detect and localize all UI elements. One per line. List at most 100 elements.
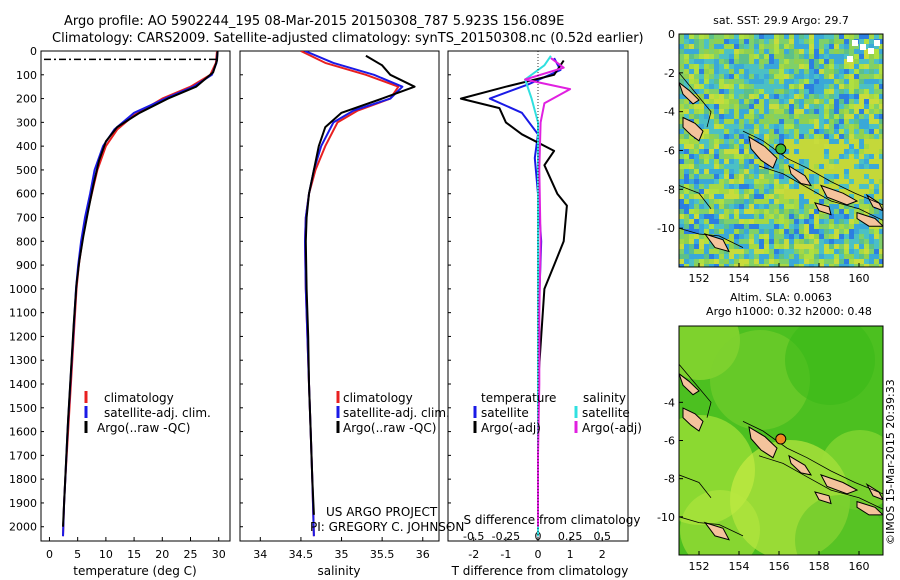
sst-pixel (729, 69, 734, 74)
sst-pixel (864, 149, 869, 154)
sst-pixel (824, 104, 829, 109)
sst-pixel (859, 124, 864, 129)
sst-pixel (824, 144, 829, 149)
sst-pixel (679, 124, 684, 129)
sst-pixel (869, 79, 874, 84)
sst-pixel (839, 239, 844, 244)
sst-pixel (749, 169, 754, 174)
sst-pixel (844, 59, 849, 64)
sst-pixel (824, 219, 829, 224)
sst-pixel (779, 179, 784, 184)
depth-tick-label: 0 (30, 45, 37, 58)
sst-pixel (814, 84, 819, 89)
sst-pixel (744, 134, 749, 139)
sst-pixel (859, 174, 864, 179)
sst-pixel (804, 164, 809, 169)
sst-pixel (814, 69, 819, 74)
sst-pixel (764, 224, 769, 229)
sst-pixel (869, 159, 874, 164)
sst-pixel (849, 34, 854, 39)
sst-pixel (739, 104, 744, 109)
sst-pixel (859, 234, 864, 239)
sst-pixel (819, 124, 824, 129)
sst-pixel (814, 154, 819, 159)
sst-pixel (879, 149, 883, 154)
sst-pixel (864, 204, 869, 209)
x2-tick-label: 0.25 (558, 530, 583, 543)
sst-pixel (794, 199, 799, 204)
depth-tick-label: 1000 (9, 283, 37, 296)
sst-pixel (804, 244, 809, 249)
sst-pixel (694, 249, 699, 254)
sst-pixel (769, 104, 774, 109)
sst-pixel (704, 114, 709, 119)
sst-pixel (779, 94, 784, 99)
sst-pixel (734, 239, 739, 244)
sst-pixel (814, 194, 819, 199)
sst-pixel (844, 144, 849, 149)
sst-pixel (724, 59, 729, 64)
sst-pixel (874, 174, 879, 179)
sst-pixel (754, 79, 759, 84)
sla-map-title1: Altim. SLA: 0.0063 (730, 291, 832, 304)
sst-pixel (734, 39, 739, 44)
depth-tick-label: 100 (16, 69, 37, 82)
sst-pixel (819, 104, 824, 109)
sst-pixel (789, 79, 794, 84)
sst-pixel (854, 49, 859, 54)
legend-label-argo: Argo(..raw -QC) (343, 421, 436, 435)
sst-pixel (684, 129, 689, 134)
sst-pixel (719, 179, 724, 184)
sst-pixel (719, 184, 724, 189)
sst-pixel (839, 189, 844, 194)
sla-island (703, 521, 730, 541)
sst-pixel (694, 54, 699, 59)
sst-pixel (749, 44, 754, 49)
sst-pixel (784, 234, 789, 239)
sst-pixel (874, 184, 879, 189)
sst-pixel (869, 214, 874, 219)
sst-pixel (719, 94, 724, 99)
sst-pixel (829, 259, 834, 264)
sst-pixel (749, 69, 754, 74)
sst-pixel (864, 244, 869, 249)
sst-pixel (694, 219, 699, 224)
sst-pixel (794, 104, 799, 109)
legend-label-climatology: climatology (104, 391, 174, 405)
sst-pixel (719, 194, 724, 199)
sst-pixel (764, 164, 769, 169)
sst-pixel (804, 214, 809, 219)
sst-pixel (729, 109, 734, 114)
sst-pixel (874, 209, 879, 214)
sst-pixel (864, 254, 869, 259)
sst-pixel (694, 109, 699, 114)
sst-pixel (694, 139, 699, 144)
sst-island (748, 135, 778, 169)
sst-pixel (804, 44, 809, 49)
sst-pixel (754, 49, 759, 54)
sst-pixel (694, 149, 699, 154)
sst-pixel (869, 264, 874, 267)
sst-pixel (814, 189, 819, 194)
sst-pixel (789, 189, 794, 194)
sst-pixel (789, 229, 794, 234)
sst-pixel (824, 74, 829, 79)
depth-tick-label: 1800 (9, 473, 37, 486)
sst-pixel (849, 74, 854, 79)
sst-pixel (774, 234, 779, 239)
sst-pixel (819, 54, 824, 59)
x-tick-label: 35 (335, 548, 349, 561)
sst-pixel (709, 164, 714, 169)
sst-pixel (744, 139, 749, 144)
sst-pixel (709, 54, 714, 59)
sst-pixel (684, 254, 689, 259)
sst-pixel (794, 64, 799, 69)
sst-pixel (734, 59, 739, 64)
sst-pixel (729, 104, 734, 109)
sst-pixel (679, 144, 684, 149)
sst-pixel (799, 169, 804, 174)
sst-pixel (744, 124, 749, 129)
sst-missing-pixel (874, 40, 880, 46)
sst-pixel (699, 59, 704, 64)
sst-pixel (789, 249, 794, 254)
